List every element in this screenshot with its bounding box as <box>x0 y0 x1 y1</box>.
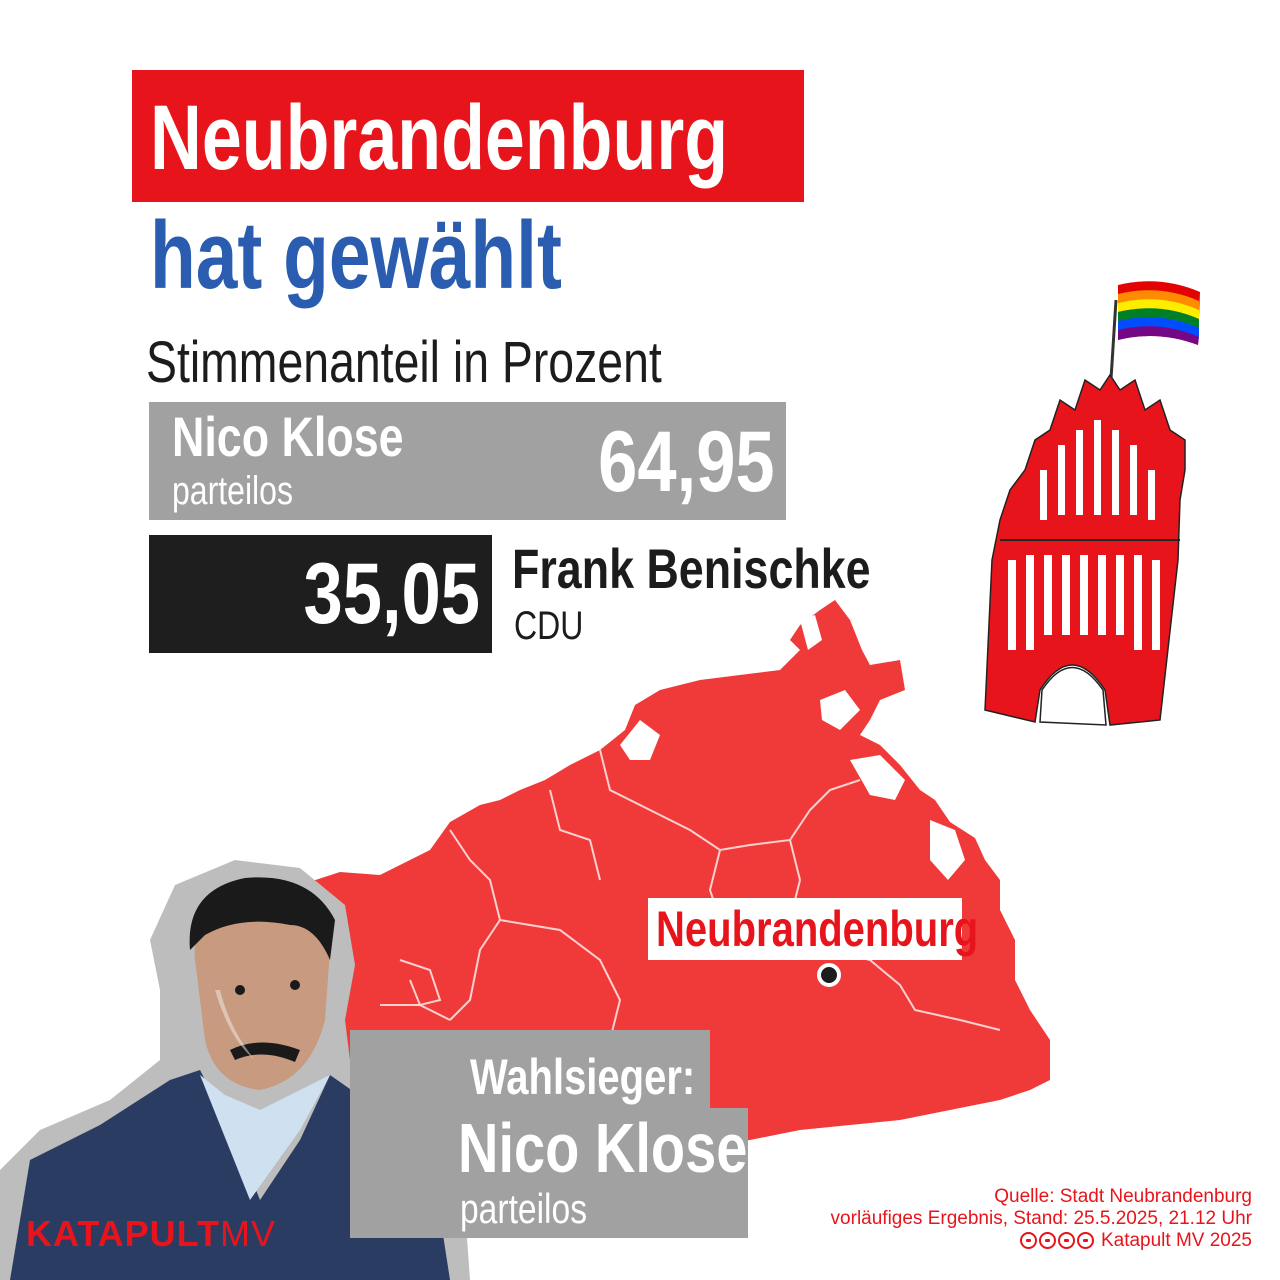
katapult-logo: KATAPULTMV <box>26 1212 276 1256</box>
value-label-2: 35,05 <box>303 546 480 642</box>
logo-part-2: MV <box>219 1213 276 1254</box>
bar-nico-klose <box>149 402 786 520</box>
license-icon <box>1076 1232 1094 1249</box>
source-copyright: Katapult MV 2025 <box>1100 1230 1252 1251</box>
logo-part-1: KATAPULT <box>26 1213 220 1254</box>
license-icon <box>1057 1232 1075 1249</box>
state-map <box>290 600 1050 1145</box>
rainbow-flag-icon <box>1108 281 1200 396</box>
winner-party: parteilos <box>460 1185 588 1232</box>
state-map-shape <box>290 600 1050 1145</box>
winner-name: Nico Klose <box>458 1109 748 1187</box>
city-dot-icon <box>817 963 841 987</box>
winner-label-background <box>350 1030 710 1116</box>
candidate-name-1: Nico Klose <box>172 405 404 468</box>
page-subtitle: hat gewählt <box>150 202 562 309</box>
coastal-water <box>620 720 660 760</box>
source-line-1: Quelle: Stadt Neubrandenburg <box>994 1186 1252 1207</box>
page-title: Neubrandenburg <box>150 87 729 189</box>
winner-name-background <box>350 1108 748 1238</box>
winner-label: Wahlsieger: <box>470 1049 696 1105</box>
coastal-water <box>850 755 905 800</box>
coastal-water <box>930 820 965 880</box>
chart-title: Stimmenanteil in Prozent <box>146 330 662 395</box>
city-gate-icon <box>984 373 1186 726</box>
candidate-party-2: CDU <box>514 604 584 648</box>
source-line-3: Katapult MV 2025 <box>831 1230 1252 1252</box>
source-note: Quelle: Stadt Neubrandenburg vorläufiges… <box>831 1186 1252 1252</box>
value-label-1: 64,95 <box>598 414 775 510</box>
bar-frank-benischke <box>149 535 492 653</box>
license-icon <box>1019 1232 1037 1249</box>
candidate-name-2: Frank Benischke <box>512 537 871 600</box>
map-city-label: Neubrandenburg <box>648 898 978 960</box>
source-line-2: vorläufiges Ergebnis, Stand: 25.5.2025, … <box>830 1208 1252 1229</box>
coastal-water <box>820 690 860 730</box>
candidate-party-1: parteilos <box>172 469 293 513</box>
license-icon <box>1038 1232 1056 1249</box>
coastal-water <box>800 615 822 650</box>
title-background <box>132 70 804 202</box>
map-city-label-text: Neubrandenburg <box>656 901 979 957</box>
